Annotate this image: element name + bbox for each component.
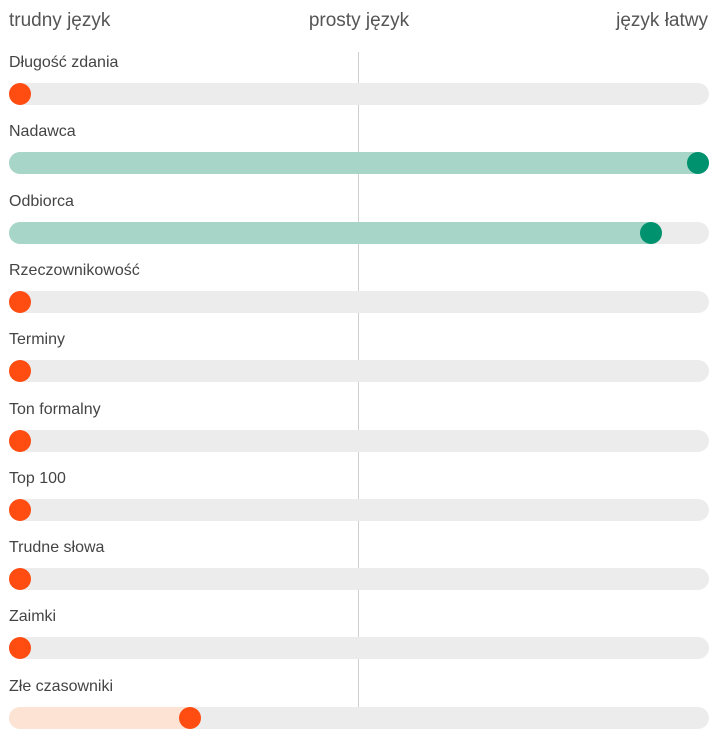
metric-track xyxy=(9,360,709,382)
metric-label: Długość zdania xyxy=(9,54,119,71)
metric-value-dot xyxy=(9,83,31,105)
metric-track xyxy=(9,152,709,174)
metric-label: Terminy xyxy=(9,331,66,348)
metric-row: Trudne słowa xyxy=(0,539,717,599)
metric-row: Ton formalny xyxy=(0,401,717,461)
metric-label: Trudne słowa xyxy=(9,539,105,556)
scale-label-easy: język łatwy xyxy=(616,10,708,31)
metric-label: Rzeczownikowość xyxy=(9,262,140,279)
metric-row: Top 100 xyxy=(0,470,717,530)
metric-track xyxy=(9,83,709,105)
metric-label: Top 100 xyxy=(9,470,66,487)
metric-bar-fill xyxy=(9,707,201,729)
metric-track xyxy=(9,568,709,590)
metric-label: Ton formalny xyxy=(9,401,101,418)
scale-label-hard: trudny język xyxy=(9,10,111,31)
metric-track xyxy=(9,707,709,729)
metric-row: Długość zdania xyxy=(0,54,717,114)
metric-row: Nadawca xyxy=(0,123,717,183)
metric-value-dot xyxy=(9,430,31,452)
metric-track xyxy=(9,499,709,521)
metric-label: Nadawca xyxy=(9,123,76,140)
metric-label: Zaimki xyxy=(9,608,57,625)
metric-value-dot xyxy=(639,222,662,244)
metric-bar-fill xyxy=(9,152,709,174)
scale-label-plain: prosty język xyxy=(308,10,410,31)
metric-value-dot xyxy=(9,637,31,659)
metric-track xyxy=(9,637,709,659)
metric-bar-fill xyxy=(9,222,662,244)
metric-value-dot xyxy=(178,707,201,729)
metric-label: Złe czasowniki xyxy=(9,678,114,695)
metric-row: Terminy xyxy=(0,331,717,391)
metric-row: Złe czasowniki xyxy=(0,678,717,738)
metric-value-dot xyxy=(9,291,31,313)
metric-label: Odbiorca xyxy=(9,193,74,210)
metric-row: Odbiorca xyxy=(0,193,717,253)
metric-value-dot xyxy=(9,499,31,521)
metric-row: Rzeczownikowość xyxy=(0,262,717,322)
center-divider-line xyxy=(358,52,359,728)
metric-track xyxy=(9,222,709,244)
metric-value-dot xyxy=(687,152,709,174)
metric-track xyxy=(9,291,709,313)
metric-value-dot xyxy=(9,360,31,382)
metric-track xyxy=(9,430,709,452)
metric-value-dot xyxy=(9,568,31,590)
metric-row: Zaimki xyxy=(0,608,717,668)
